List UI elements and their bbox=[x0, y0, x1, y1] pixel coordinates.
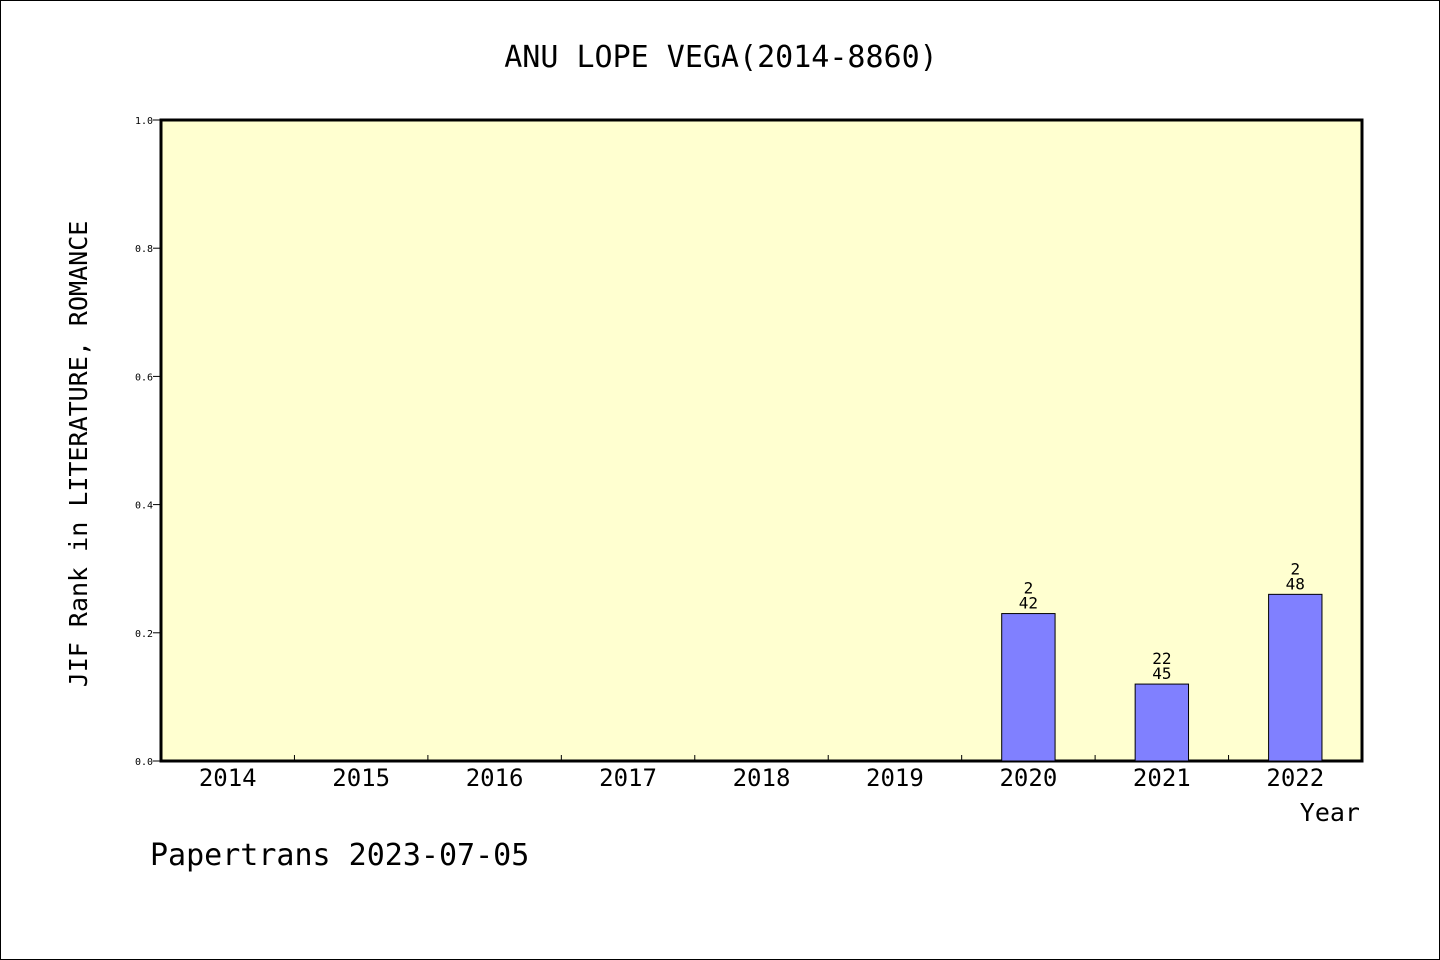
footer-source-date: Papertrans 2023-07-05 bbox=[150, 838, 529, 873]
x-tick-label: 2017 bbox=[599, 764, 657, 792]
bar-2021 bbox=[1134, 683, 1190, 762]
bar-2020 bbox=[1001, 613, 1056, 762]
y-tick-label: 0.2 bbox=[135, 629, 153, 640]
y-tick-label: 0.6 bbox=[135, 372, 153, 383]
y-tick-label: 0.0 bbox=[135, 757, 153, 768]
x-axis-label: Year bbox=[1300, 798, 1360, 827]
bar-2022 bbox=[1268, 593, 1323, 762]
chart-title: ANU LOPE VEGA(2014-8860) bbox=[504, 40, 937, 75]
x-tick-label: 2021 bbox=[1133, 764, 1191, 792]
x-tick-label: 2015 bbox=[332, 764, 390, 792]
x-tick-label: 2014 bbox=[199, 764, 257, 792]
y-axis-ticks: 0.0 0.2 0.4 0.6 0.8 1.0 bbox=[135, 116, 161, 768]
x-tick-label: 2022 bbox=[1266, 764, 1324, 792]
y-tick-label: 1.0 bbox=[135, 116, 153, 127]
bar-total-label: 42 bbox=[1019, 594, 1038, 613]
y-axis-label: JIF Rank in LITERATURE, ROMANCE bbox=[64, 221, 93, 688]
y-tick-label: 0.8 bbox=[135, 244, 153, 255]
plot-background bbox=[159, 118, 1364, 763]
x-axis-ticks: 2014 2015 2016 2017 2018 2019 2020 2021 2022 bbox=[199, 755, 1324, 792]
x-tick-label: 2018 bbox=[733, 764, 791, 792]
x-tick-label: 2020 bbox=[999, 764, 1057, 792]
x-tick-label: 2019 bbox=[866, 764, 924, 792]
x-tick-label: 2016 bbox=[466, 764, 524, 792]
bar-rank-label: 22 bbox=[1152, 649, 1171, 668]
y-tick-label: 0.4 bbox=[135, 501, 153, 512]
bar-rank-label: 2 bbox=[1290, 559, 1300, 578]
bar-total-label: 45 bbox=[1152, 664, 1171, 683]
bar-total-label: 48 bbox=[1286, 574, 1305, 593]
bar-rank-label: 2 bbox=[1024, 579, 1034, 598]
